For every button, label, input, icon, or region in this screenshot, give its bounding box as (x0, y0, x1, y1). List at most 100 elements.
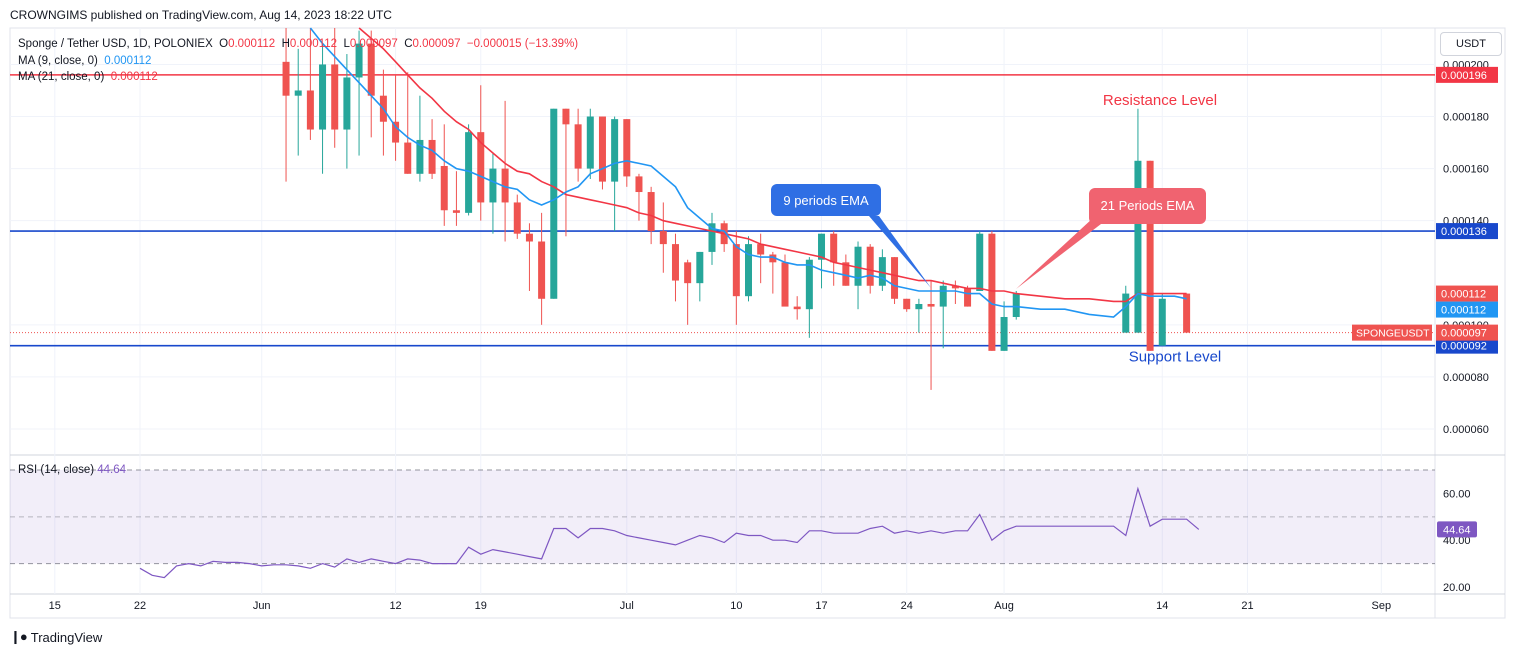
candle-body (598, 116, 606, 182)
candle (392, 74, 400, 161)
legend-ohlc-row: Sponge / Tether USD, 1D, POLONIEX O0.000… (18, 36, 578, 53)
rsi-value-tag-text: 44.64 (1443, 524, 1471, 536)
resistance-label: Resistance Level (1103, 92, 1217, 109)
candle (696, 251, 704, 302)
legend-ma21-label: MA (21, close, 0) (18, 71, 105, 83)
ema21-callout-pointer (1016, 218, 1101, 289)
candle (671, 233, 679, 302)
ema9-callout-text: 9 periods EMA (783, 193, 869, 208)
candle-body (538, 241, 546, 299)
candle (757, 233, 765, 284)
candle-body (793, 306, 801, 310)
candle-body (428, 139, 436, 174)
price-tag (1436, 285, 1498, 302)
candle-body (647, 192, 655, 232)
candle-body (964, 288, 972, 307)
support-tag-text: 0.000092 (1441, 341, 1487, 353)
candle-body (477, 132, 485, 203)
tradingview-logo[interactable]: ❙● TradingView (10, 629, 102, 645)
candle (343, 54, 351, 169)
resistance-tag (1436, 66, 1498, 83)
x-tick-label: 22 (134, 600, 146, 612)
candle-body (1000, 317, 1008, 351)
candle (1000, 301, 1008, 351)
candle-body (745, 244, 752, 297)
symbol-tag-text: SPONGEUSDT (1356, 328, 1430, 340)
candle (598, 116, 606, 190)
candle (951, 280, 959, 304)
legend-h-value: 0.000112 (289, 38, 338, 50)
candle-body (1158, 298, 1166, 346)
candle-body (331, 64, 339, 130)
candle (404, 72, 412, 174)
candle-body (416, 139, 424, 174)
y-tick-label: 0.000160 (1443, 164, 1489, 176)
candle (805, 257, 813, 338)
upper-level-tag (1436, 223, 1498, 240)
candle (416, 95, 424, 182)
candle (745, 236, 752, 302)
candle-body (976, 233, 984, 291)
candle-body (513, 202, 521, 234)
candle (1183, 293, 1191, 333)
currency-button[interactable]: USDT (1440, 32, 1502, 56)
candle-body (1122, 293, 1130, 333)
price-tag (1436, 301, 1498, 318)
candle-body (440, 165, 448, 211)
candle-body (319, 64, 327, 130)
legend-l-value: 0.000097 (349, 38, 398, 50)
candle (355, 30, 363, 156)
candle-body (282, 61, 290, 96)
candle (623, 119, 631, 187)
moving-averages (309, 27, 1187, 318)
y-tick-label: 0.000180 (1443, 112, 1489, 124)
axes: 0.0002000.0001800.0001600.0001400.000100… (49, 59, 1498, 612)
candle (562, 108, 570, 237)
rsi-pane (10, 469, 1435, 579)
ema9-line (309, 27, 1187, 318)
candle-body (891, 257, 899, 299)
price-tag-text: 0.000097 (1441, 328, 1487, 340)
candle-body (915, 303, 923, 310)
x-tick-label: 17 (815, 600, 827, 612)
price-tag-text: 0.000112 (1441, 289, 1486, 301)
x-tick-label: 15 (49, 600, 61, 612)
candle-body (671, 244, 679, 281)
candle-body (550, 108, 558, 299)
candle-body (854, 246, 862, 286)
candle (513, 194, 521, 239)
candle (1158, 293, 1166, 346)
candle-body (392, 121, 400, 143)
legend-o-label: O (219, 38, 229, 50)
candle-body (574, 124, 582, 169)
legend-ma9-row: MA (9, close, 0) 0.000112 (18, 53, 578, 70)
rsi-tick-label: 60.00 (1443, 488, 1471, 500)
x-tick-label: Jul (620, 600, 634, 612)
candle-body (878, 257, 886, 286)
candle (684, 259, 692, 325)
candle (452, 171, 460, 226)
candle-body (732, 244, 740, 297)
ema9-callout-pointer (869, 216, 932, 288)
candle (538, 212, 546, 325)
candle-body (306, 90, 314, 130)
legend-ma9-value: 0.000112 (104, 54, 152, 67)
y-tick-label: 0.000060 (1443, 424, 1489, 436)
candle (891, 257, 899, 304)
chart-legend: Sponge / Tether USD, 1D, POLONIEX O0.000… (18, 36, 578, 86)
candle-body (623, 119, 631, 177)
legend-symbol: Sponge / Tether USD, 1D, POLONIEX (18, 38, 213, 50)
candle (708, 212, 716, 265)
candle-body (611, 119, 619, 182)
candle (611, 116, 619, 232)
price-tag (1436, 324, 1498, 341)
x-tick-label: 12 (389, 600, 401, 612)
legend-o-value: 0.000112 (228, 38, 276, 50)
candle-body (903, 298, 911, 310)
ema9-callout-box (771, 184, 881, 216)
legend-l-label: L (343, 38, 350, 50)
candle-body (635, 176, 643, 193)
rsi-line (139, 486, 1200, 579)
candle-body (489, 168, 497, 203)
